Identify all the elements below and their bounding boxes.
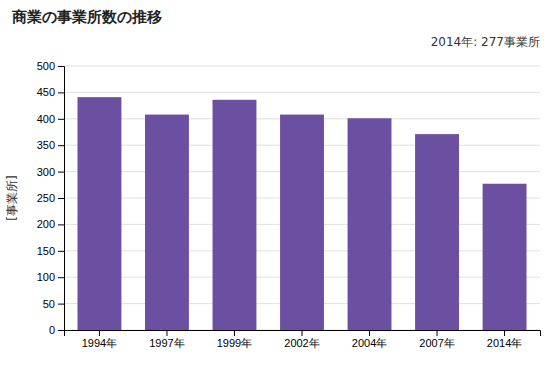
y-tick-mark [58, 198, 64, 199]
x-tick-label: 2014年 [487, 337, 522, 349]
chart-svg: 商業の事業所数の推移 2014年: 277事業所 0 50 100 150 200 250 30… [0, 0, 560, 366]
y-tick-label: 350 [37, 139, 55, 151]
y-tick-mark [58, 172, 64, 173]
x-tick-mark [437, 330, 438, 336]
grid-line [64, 92, 540, 93]
x-axis: 1994年 1997年 1999年 2002年 2004年 2007年 2014年 [65, 330, 541, 349]
y-axis-title: [事業所] [5, 175, 19, 220]
x-tick-mark [99, 330, 100, 336]
x-tick-label: 2007年 [419, 337, 454, 349]
x-tick: 2002年 [284, 330, 319, 349]
y-tick-mark [58, 224, 64, 225]
bar [483, 184, 527, 330]
y-tick: 300 [37, 166, 64, 178]
bar [78, 97, 122, 330]
y-tick: 50 [43, 298, 64, 310]
x-tick-label: 1999年 [217, 337, 252, 349]
y-tick-label: 50 [43, 298, 55, 310]
y-tick-label: 0 [49, 324, 55, 336]
y-tick: 200 [37, 218, 64, 230]
chart-container: 商業の事業所数の推移 2014年: 277事業所 0 50 100 150 200 250 30… [0, 0, 560, 366]
bar [145, 115, 189, 330]
bars [78, 97, 527, 330]
x-tick: 1999年 [217, 330, 252, 349]
y-tick-label: 400 [37, 113, 55, 125]
y-tick-label: 450 [37, 86, 55, 98]
x-tick-mark [369, 330, 370, 336]
y-tick: 450 [37, 86, 64, 98]
x-tick-label: 1997年 [149, 337, 184, 349]
y-tick-mark [58, 251, 64, 252]
bar [348, 118, 392, 330]
bar [280, 115, 324, 330]
y-tick-label: 150 [37, 245, 55, 257]
y-tick: 400 [37, 113, 64, 125]
y-tick: 150 [37, 245, 64, 257]
x-tick-mark [504, 330, 505, 336]
y-tick-label: 300 [37, 166, 55, 178]
x-tick: 1997年 [149, 330, 184, 349]
y-tick-mark [58, 145, 64, 146]
x-tick: 2004年 [352, 330, 387, 349]
y-tick-mark [58, 119, 64, 120]
y-axis: 0 50 100 150 200 250 300 350 400 450 500 [37, 60, 65, 336]
y-tick-mark [58, 277, 64, 278]
y-tick-label: 500 [37, 60, 55, 72]
bar [213, 100, 257, 330]
y-tick: 100 [37, 271, 64, 283]
x-tick-label: 2004年 [352, 337, 387, 349]
y-tick: 350 [37, 139, 64, 151]
y-tick-label: 200 [37, 218, 55, 230]
y-tick-mark [58, 304, 64, 305]
annotation: 2014年: 277事業所 [431, 35, 540, 49]
x-tick-label: 2002年 [284, 337, 319, 349]
x-axis-line [65, 331, 541, 337]
x-tick: 2007年 [419, 330, 454, 349]
plot-area: 0 50 100 150 200 250 300 350 400 450 500 1994年 1997年… [37, 60, 541, 349]
x-tick-label: 1994年 [82, 337, 117, 349]
y-tick-mark [58, 92, 64, 93]
grid [64, 66, 540, 330]
y-tick: 500 [37, 60, 64, 72]
x-tick: 1994年 [82, 330, 117, 349]
x-tick: 2014年 [487, 330, 522, 349]
y-tick-mark [58, 66, 64, 67]
y-tick-mark [58, 330, 64, 331]
bar [415, 134, 459, 330]
y-axis-line [58, 67, 65, 331]
x-tick-mark [234, 330, 235, 336]
title: 商業の事業所数の推移 [11, 8, 162, 26]
x-tick-mark [302, 330, 303, 336]
y-tick-label: 100 [37, 271, 55, 283]
x-tick-mark [166, 330, 167, 336]
grid-line [64, 66, 540, 67]
y-tick-label: 250 [37, 192, 55, 204]
y-tick: 250 [37, 192, 64, 204]
y-tick: 0 [49, 324, 64, 336]
